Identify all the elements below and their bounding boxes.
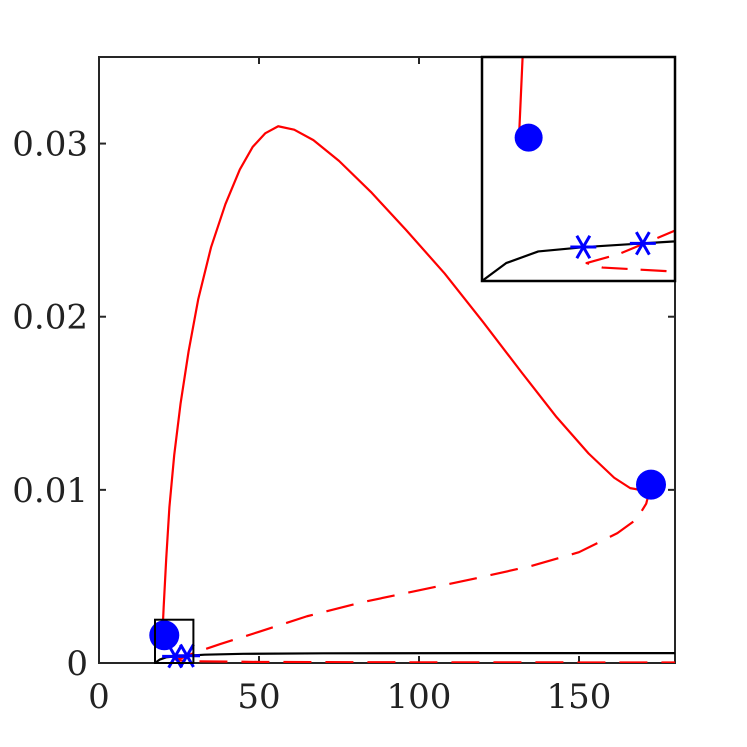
y-tick-label: 0.01 <box>12 471 88 511</box>
marker-layer <box>149 469 666 669</box>
x-tick-label: 0 <box>88 677 110 717</box>
series-line-solid-0 <box>161 125 652 636</box>
inset-frame <box>480 55 677 283</box>
series-line-dashed-1 <box>174 484 675 663</box>
y-tick-label: 0 <box>66 644 88 684</box>
circle-marker <box>149 620 180 651</box>
inset-asterisk-marker <box>570 234 597 259</box>
inset-series-line-solid-2 <box>482 240 675 281</box>
x-tick-label: 50 <box>237 677 280 717</box>
inset-series-layer <box>482 57 675 281</box>
inset-circle-marker <box>514 123 543 152</box>
inset-asterisk-marker <box>629 231 656 256</box>
zoom-region-box <box>154 618 195 665</box>
y-tick-label: 0.03 <box>12 125 88 165</box>
y-tick-label: 0.02 <box>12 298 88 338</box>
x-tick-label: 100 <box>387 677 452 717</box>
x-tick-label: 150 <box>547 677 612 717</box>
asterisk-stroke <box>575 234 592 259</box>
circle-marker <box>636 469 666 500</box>
asterisk-stroke <box>635 231 651 256</box>
inset-axes <box>480 55 677 283</box>
axis-tick-labels: 0 50 100 150 0 0.01 0.02 0.03 <box>12 125 611 717</box>
inset-marker-layer <box>514 123 656 259</box>
